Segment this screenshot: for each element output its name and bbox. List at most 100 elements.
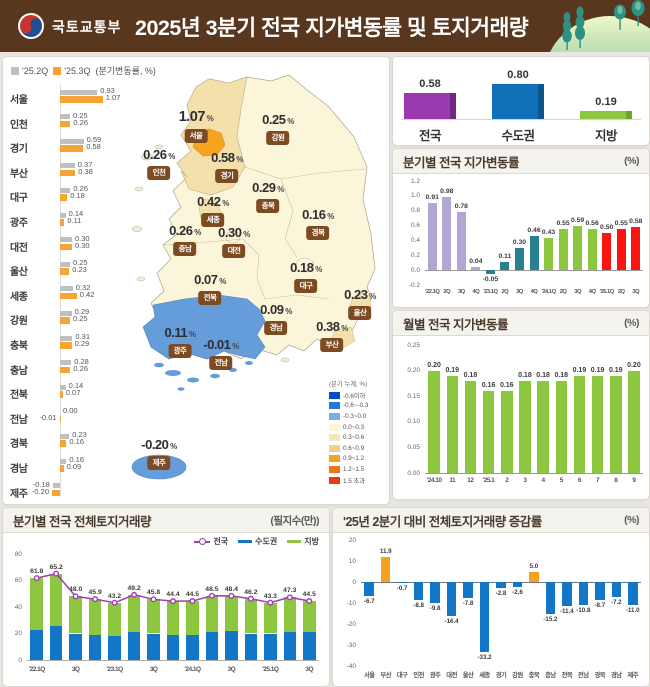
total-label: 44.4 — [166, 591, 180, 599]
y-tick-label: 0.8 — [410, 207, 420, 215]
map-legend-label: 0.3~0.6 — [343, 434, 365, 442]
y-tick-label: -30 — [346, 641, 356, 649]
region-name: 대구 — [10, 193, 28, 205]
bar — [60, 335, 73, 341]
map-label-전남: -0.01 % 전남 — [203, 337, 239, 370]
map-label-광주: 0.11 % 광주 — [165, 325, 196, 358]
value-label: 0.55 — [556, 220, 570, 228]
value-label: 1.07 — [105, 93, 121, 102]
category-label: 8 — [614, 477, 618, 484]
map-legend-swatch-icon — [329, 402, 340, 410]
value-label: -7.2 — [610, 599, 622, 607]
map-islands-south — [154, 361, 253, 391]
category-label: '24.10 — [426, 477, 442, 484]
total-label: 61.8 — [30, 568, 44, 576]
value-label: 0.04 — [469, 258, 483, 266]
value-label: -8.7 — [594, 602, 606, 610]
value-label: 0.26 — [73, 117, 88, 127]
map-region-badge: 전북 — [198, 290, 222, 305]
bar — [492, 83, 544, 119]
category-label: 3Q — [457, 289, 465, 295]
category-label: 4Q — [588, 289, 596, 295]
category-label: '23.1Q — [106, 666, 123, 673]
government-taegeuk-logo-icon — [18, 13, 44, 39]
bar — [562, 582, 572, 606]
monthly-panel-header: 월별 전국 지가변동률 (%) — [393, 311, 649, 336]
bar — [573, 226, 583, 271]
value-label: -33.2 — [477, 653, 492, 661]
category-label: 인천 — [413, 672, 424, 679]
legend-item: 수도권 — [238, 536, 277, 547]
value-label: 0.98 — [440, 188, 454, 196]
value-label: 0.14 — [68, 209, 84, 218]
value-label: 0.20 — [627, 361, 641, 369]
map-border-chungbuk-gyeongbuk — [280, 178, 298, 258]
map-legend-title: (분기 누계, %) — [329, 381, 368, 388]
category-label: '25.1 — [482, 477, 495, 484]
region-row: 충북 0.31 0.29 — [3, 331, 131, 355]
region-name: 울산 — [10, 267, 28, 279]
y-tick-label: 0.25 — [407, 341, 420, 349]
region-row: 전남 0.00 -0.01 — [3, 405, 131, 429]
category-label: 5 — [559, 477, 564, 484]
map-legend-label: -0.6이하 — [343, 392, 366, 400]
value-label: 0.78 — [454, 203, 468, 211]
region-name: 서울 — [10, 95, 28, 106]
category-label: 전북 — [561, 672, 573, 679]
value-label: 0.18 — [518, 371, 532, 379]
value-label: -11.0 — [625, 607, 640, 615]
ministry-name: 국토교통부 — [52, 19, 122, 35]
region-name: 광주 — [10, 218, 28, 229]
quarterly-unit: (%) — [624, 155, 639, 167]
category-label: 광주 — [429, 672, 441, 679]
category-label: '22.1Q — [28, 666, 46, 673]
total-label: 45.8 — [146, 589, 161, 597]
value-label: 0.80 — [507, 68, 529, 81]
value-label: 0.16 — [69, 437, 84, 447]
bar — [60, 440, 67, 447]
map-region-badge: 충북 — [256, 198, 280, 213]
value-label: 0.19 — [595, 95, 617, 108]
y-tick-label: 0.20 — [407, 367, 420, 375]
zero-line — [425, 473, 643, 474]
bar — [60, 317, 70, 324]
value-label: 0.14 — [68, 381, 84, 391]
map-legend-row: 1.5 초과 — [329, 475, 385, 486]
bar — [616, 229, 626, 271]
map-value: 0.38 % — [316, 319, 348, 334]
map-region-daegu-outline — [295, 257, 315, 273]
bar — [514, 247, 524, 271]
value-label: 0.16 — [481, 382, 496, 390]
map-label-울산: 0.23 % 울산 — [344, 287, 376, 320]
q2-swatch-icon — [11, 66, 19, 75]
value-label: -11.4 — [559, 607, 574, 615]
legend-item: 지방 — [287, 536, 319, 547]
category-label: 충북 — [528, 672, 540, 679]
value-label: 0.18 — [536, 371, 550, 379]
category-label: '25.1Q — [599, 289, 615, 295]
y-tick-label: 0 — [18, 656, 22, 664]
category-label: 강원 — [512, 672, 523, 679]
bar — [60, 163, 75, 169]
bar — [60, 96, 103, 103]
bar — [60, 187, 71, 193]
quarterly-change-panel: 분기별 전국 지가변동률 (%) 1.2 1.0 0.8 0.6 0.4 0.2 0.0 -0… — [392, 148, 650, 308]
bar — [496, 582, 506, 588]
category-label: 2Q — [559, 289, 567, 295]
bar-sudogwon — [30, 629, 43, 660]
map-label-대전: 0.30 % 대전 — [218, 225, 250, 258]
map-value: 0.30 % — [218, 225, 250, 240]
y-tick-label: 0.05 — [407, 443, 420, 451]
volume-change-bar-chart: 20 10 0 -10 -20 -30 -40 -6.7 서울 11.9 부산 -0.7 대구 -8.8 인… — [333, 532, 649, 684]
map-legend-row: 0.3~0.6 — [329, 432, 385, 443]
category-label: 경남 — [610, 672, 622, 679]
value-label: 0.20 — [427, 361, 441, 369]
map-region-badge: 전남 — [209, 355, 233, 370]
bar — [60, 268, 70, 275]
map-legend-row: 0.0~0.3 — [329, 422, 385, 433]
map-legend-row: 0.6~0.9 — [329, 443, 385, 454]
percent-sign: % — [313, 265, 322, 274]
value-label: 0.26 — [73, 363, 88, 373]
value-label: -6.7 — [363, 598, 375, 606]
y-tick-label: 0.6 — [410, 222, 420, 230]
